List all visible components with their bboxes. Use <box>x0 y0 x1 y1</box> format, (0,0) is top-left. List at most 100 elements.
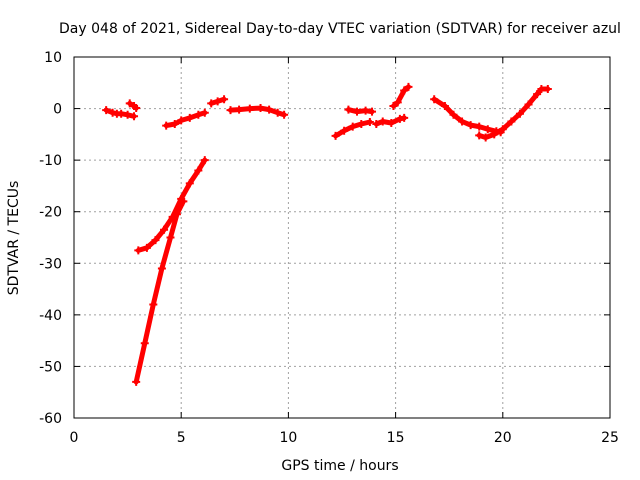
data-point <box>177 116 186 125</box>
data-point <box>132 377 141 386</box>
data-point <box>483 125 492 134</box>
data-point <box>172 210 181 219</box>
data-point <box>507 117 516 126</box>
data-point <box>348 122 357 131</box>
data-point <box>200 156 209 165</box>
series-arc-3 <box>132 197 188 386</box>
y-axis-label: SDTVAR / TECUs <box>6 181 22 296</box>
y-tick-labels: 10 0 -10 -20 -30 -40 -50 -60 <box>39 50 62 427</box>
grid-lines <box>74 57 610 418</box>
data-point <box>368 107 377 116</box>
data-point <box>134 246 143 255</box>
data-point <box>108 108 117 117</box>
data-point <box>123 110 132 119</box>
series-arc-4 <box>162 108 209 130</box>
data-point <box>117 109 126 118</box>
x-tick-label: 20 <box>494 430 512 446</box>
data-point <box>400 86 409 95</box>
data-point <box>331 131 340 140</box>
data-point <box>207 99 216 108</box>
data-point <box>151 236 160 245</box>
data-point <box>140 339 149 348</box>
data-point <box>458 117 467 126</box>
data-point <box>378 117 387 126</box>
series-line <box>391 84 411 109</box>
data-point <box>273 108 282 117</box>
series-arc-1a <box>102 106 139 121</box>
data-point <box>365 117 374 126</box>
data-series <box>102 82 552 386</box>
plot-frame <box>73 56 611 419</box>
data-point <box>361 106 370 115</box>
x-tick-label: 10 <box>279 430 297 446</box>
series-line <box>133 198 186 385</box>
data-point <box>344 105 353 114</box>
x-axis-label: GPS time / hours <box>281 458 398 474</box>
series-arc-8 <box>344 105 377 116</box>
series-arc-2 <box>134 156 209 255</box>
data-point <box>130 112 139 121</box>
data-point <box>466 121 475 130</box>
data-point <box>475 131 484 140</box>
data-point <box>194 110 203 119</box>
series-arc-7 <box>331 117 374 140</box>
series-arc-11 <box>430 95 505 137</box>
chart-title: Day 048 of 2021, Sidereal Day-to-day VTE… <box>59 21 621 37</box>
y-tick-label: -10 <box>39 153 62 169</box>
x-tick-label: 25 <box>601 430 619 446</box>
data-point <box>125 99 134 108</box>
data-point <box>162 121 171 130</box>
data-point <box>524 100 533 109</box>
data-point <box>543 84 552 93</box>
series-arc-10 <box>389 82 413 110</box>
data-point <box>194 166 203 175</box>
data-point <box>149 300 158 309</box>
series-arc-9 <box>372 113 409 129</box>
data-point <box>102 106 111 115</box>
data-point <box>475 122 484 131</box>
data-point <box>170 120 179 129</box>
series-line <box>476 86 551 140</box>
data-point <box>404 82 413 91</box>
data-point <box>226 106 235 115</box>
y-tick-label: 10 <box>44 50 62 66</box>
data-point <box>498 125 507 134</box>
series-arc-5 <box>207 95 229 108</box>
y-tick-label: -40 <box>39 308 62 324</box>
data-point <box>481 133 490 142</box>
x-tick-labels: 0 5 10 15 20 25 <box>70 430 619 446</box>
data-point <box>440 101 449 110</box>
series-arc-6 <box>226 104 289 119</box>
data-point <box>256 104 265 113</box>
data-point <box>490 130 499 139</box>
data-point <box>387 119 396 128</box>
data-point <box>430 95 439 104</box>
data-point <box>372 120 381 129</box>
data-point <box>400 113 409 122</box>
data-point <box>132 104 141 113</box>
data-point <box>142 243 151 252</box>
data-point <box>220 95 229 104</box>
y-tick-label: -20 <box>39 205 62 221</box>
y-tick-label: -50 <box>39 359 62 375</box>
data-point <box>393 98 402 107</box>
data-point <box>166 233 175 242</box>
data-point <box>389 101 398 110</box>
data-point <box>265 105 274 114</box>
data-point <box>280 110 289 119</box>
data-point <box>395 114 404 123</box>
data-point <box>340 126 349 135</box>
data-point <box>357 120 366 129</box>
data-point <box>449 110 458 119</box>
data-point <box>157 264 166 273</box>
data-point <box>185 179 194 188</box>
y-tick-label: 0 <box>53 102 62 118</box>
x-tick-label: 15 <box>387 430 405 446</box>
data-point <box>179 197 188 206</box>
data-point <box>200 108 209 117</box>
data-point <box>213 97 222 106</box>
series-arc-1b <box>125 99 141 113</box>
axis-ticks <box>73 56 611 419</box>
x-tick-label: 0 <box>70 430 79 446</box>
